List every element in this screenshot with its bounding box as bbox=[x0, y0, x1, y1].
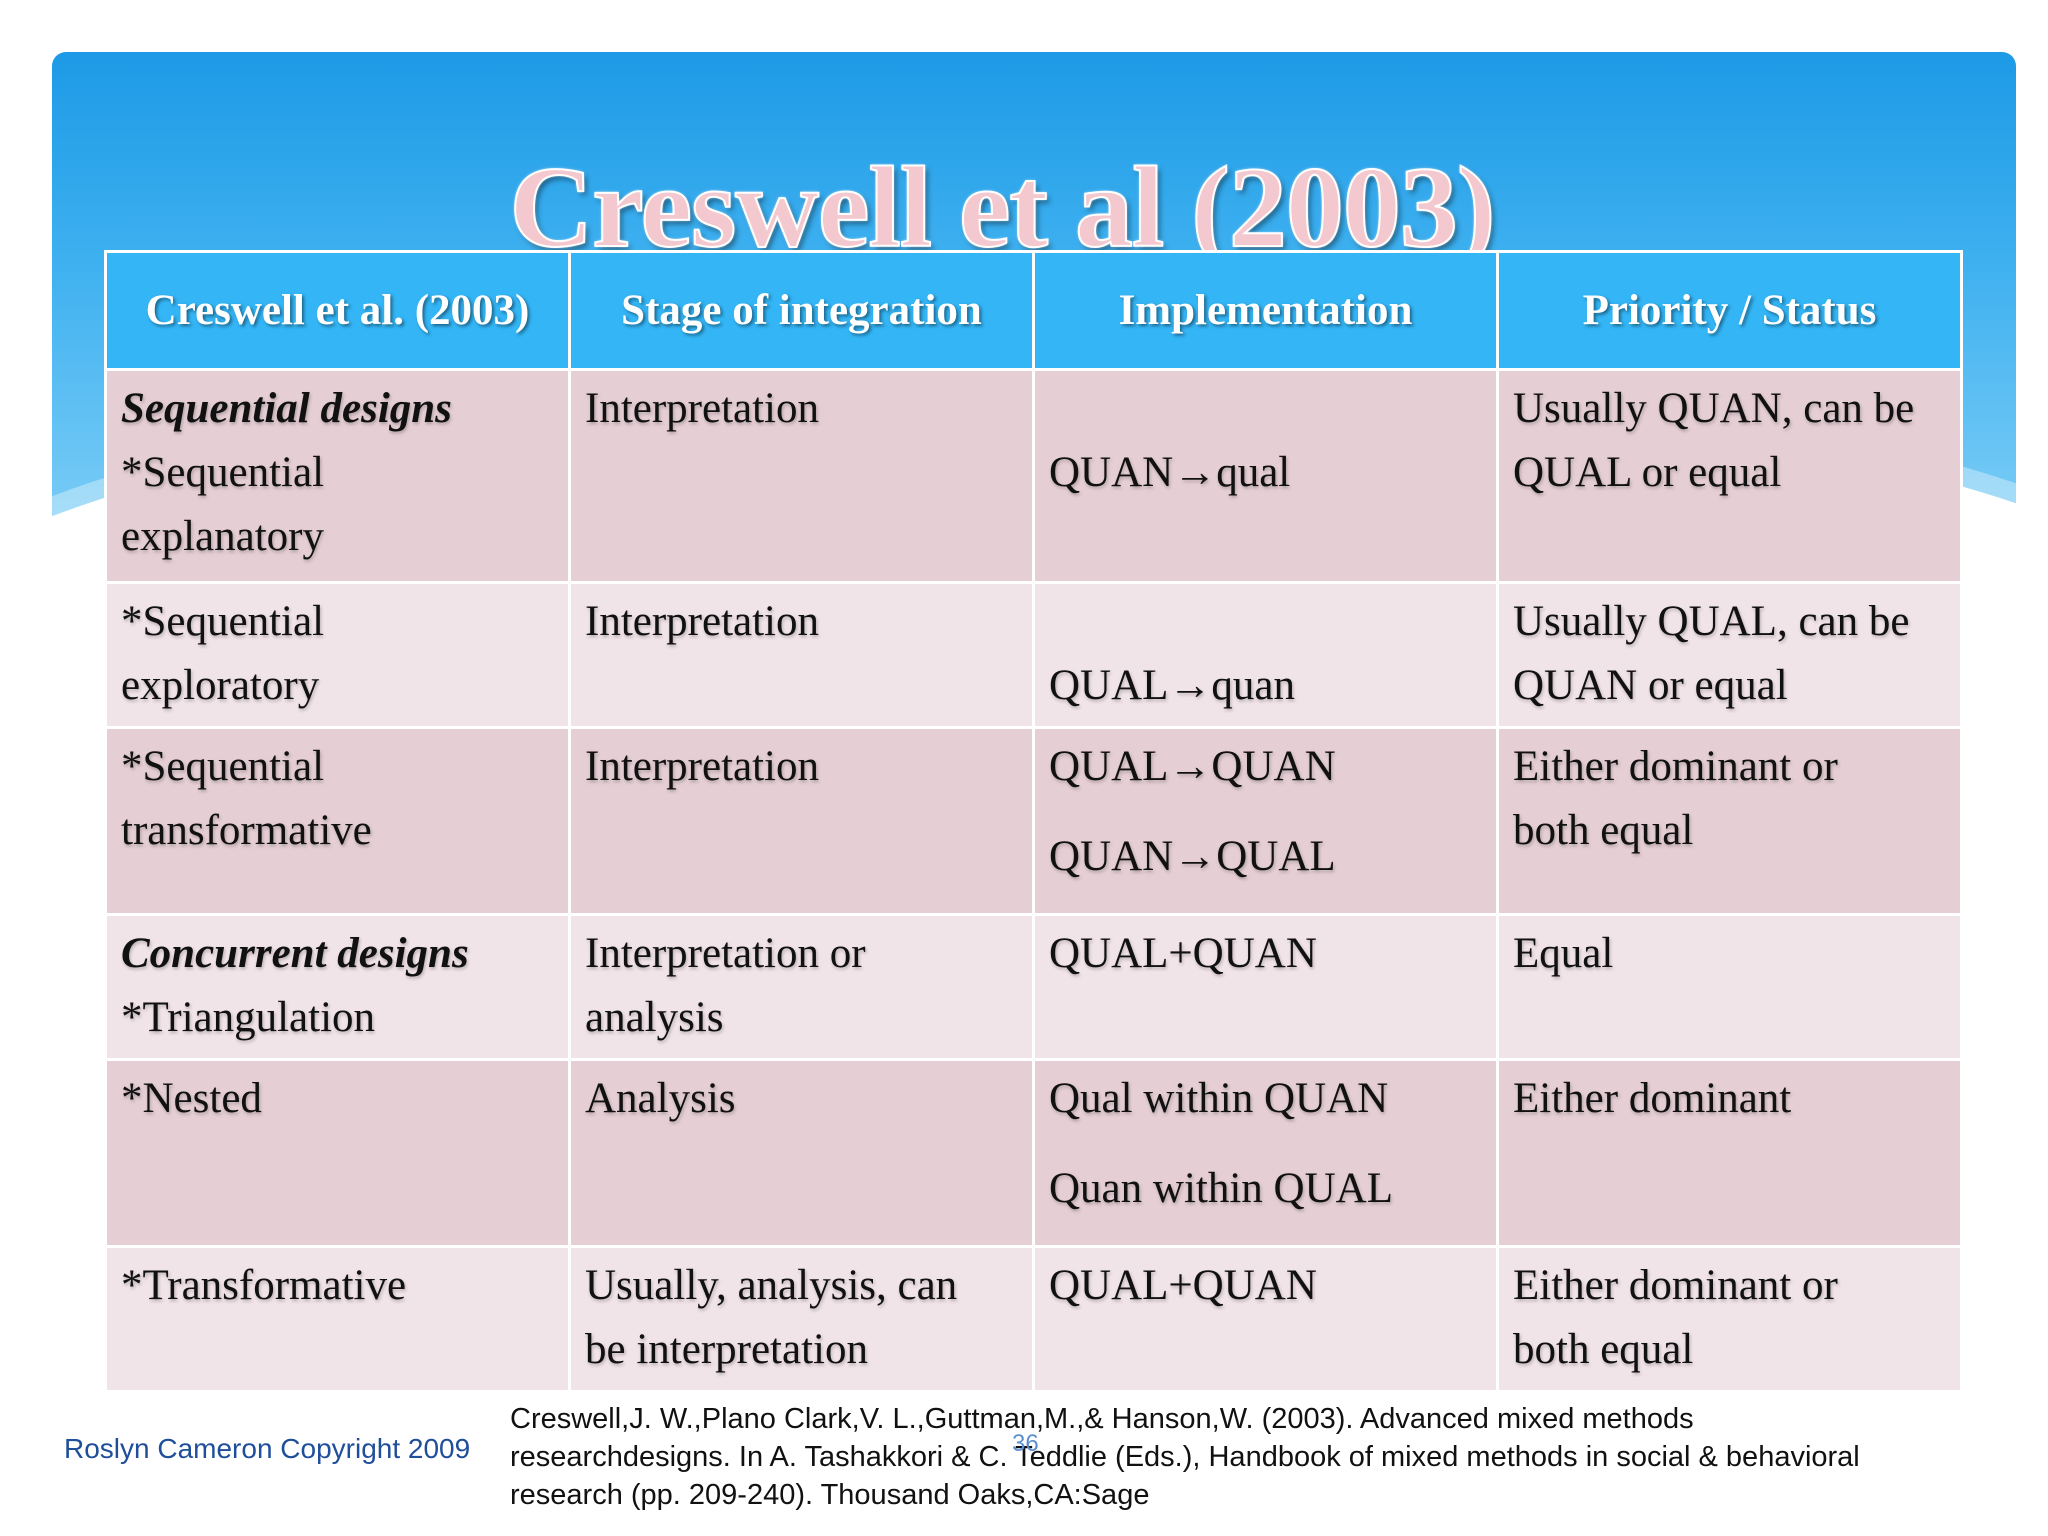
stage-line: Analysis bbox=[585, 1075, 736, 1122]
reference-citation: Creswell,J. W.,Plano Clark,V. L.,Guttman… bbox=[510, 1400, 2030, 1514]
cell-stage: Interpretation or analysis bbox=[568, 913, 1035, 1061]
stage-line: Interpretation or bbox=[585, 930, 866, 977]
cell-stage: Usually, analysis, can be interpretation bbox=[568, 1245, 1035, 1393]
implementation-line: QUAN→QUAL bbox=[1049, 833, 1336, 880]
design-line: transformative bbox=[121, 807, 372, 854]
stage-line: Usually, analysis, can bbox=[585, 1262, 958, 1309]
reference-line: research (pp. 209-240). Thousand Oaks,CA… bbox=[510, 1479, 1150, 1511]
design-line: *Nested bbox=[121, 1075, 262, 1122]
priority-line: both equal bbox=[1513, 807, 1694, 854]
cell-priority: Equal bbox=[1496, 913, 1963, 1061]
table-row: *Nested Analysis Qual within QUAN Quan w… bbox=[104, 1058, 1963, 1248]
priority-line: Either dominant or bbox=[1513, 1262, 1838, 1309]
priority-line: Either dominant bbox=[1513, 1075, 1792, 1122]
header-stage: Stage of integration bbox=[568, 250, 1035, 371]
implementation-line: Quan within QUAL bbox=[1049, 1165, 1393, 1212]
priority-line: Usually QUAL, can be bbox=[1513, 598, 1910, 645]
implementation-line: QUAN→qual bbox=[1049, 449, 1291, 496]
table-row: *Sequential exploratory Interpretation Q… bbox=[104, 581, 1963, 729]
cell-stage: Interpretation bbox=[568, 726, 1035, 916]
cell-priority: Either dominant or both equal bbox=[1496, 1245, 1963, 1393]
priority-line: Equal bbox=[1513, 930, 1614, 977]
cell-design: *Sequential exploratory bbox=[104, 581, 571, 729]
cell-implementation: QUAL+QUAN bbox=[1032, 1245, 1499, 1393]
comparison-table: Creswell et al. (2003) Stage of integrat… bbox=[104, 250, 1963, 1393]
cell-design: *Nested bbox=[104, 1058, 571, 1248]
implementation-line: QUAL→QUAN bbox=[1049, 743, 1336, 790]
header-priority: Priority / Status bbox=[1496, 250, 1963, 371]
design-group-label: Concurrent designs bbox=[121, 930, 469, 977]
cell-priority: Usually QUAN, can be QUAL or equal bbox=[1496, 368, 1963, 584]
cell-implementation: QUAL→quan bbox=[1032, 581, 1499, 729]
stage-line: analysis bbox=[585, 994, 724, 1041]
header-design: Creswell et al. (2003) bbox=[104, 250, 571, 371]
cell-implementation: QUAL→QUAN QUAN→QUAL bbox=[1032, 726, 1499, 916]
table-header-row: Creswell et al. (2003) Stage of integrat… bbox=[104, 250, 1963, 371]
design-line: *Sequential bbox=[121, 598, 325, 645]
table-row: Concurrent designs *Triangulation Interp… bbox=[104, 913, 1963, 1061]
table-row: *Transformative Usually, analysis, can b… bbox=[104, 1245, 1963, 1393]
priority-line: Either dominant or bbox=[1513, 743, 1838, 790]
stage-line: Interpretation bbox=[585, 598, 820, 645]
cell-stage: Interpretation bbox=[568, 581, 1035, 729]
cell-stage: Interpretation bbox=[568, 368, 1035, 584]
design-line: *Transformative bbox=[121, 1262, 407, 1309]
cell-stage: Analysis bbox=[568, 1058, 1035, 1248]
stage-line: be interpretation bbox=[585, 1326, 868, 1373]
priority-line: both equal bbox=[1513, 1326, 1694, 1373]
table-row: *Sequential transformative Interpretatio… bbox=[104, 726, 1963, 916]
cell-priority: Either dominant or both equal bbox=[1496, 726, 1963, 916]
reference-line: researchdesigns. In A. Tashakkori & C. T… bbox=[510, 1441, 1860, 1473]
reference-line: Creswell,J. W.,Plano Clark,V. L.,Guttman… bbox=[510, 1403, 1694, 1435]
design-line: *Sequential bbox=[121, 449, 325, 496]
cell-priority: Either dominant bbox=[1496, 1058, 1963, 1248]
priority-line: QUAN or equal bbox=[1513, 662, 1788, 709]
design-group-label: Sequential designs bbox=[121, 385, 452, 432]
design-line: *Sequential bbox=[121, 743, 325, 790]
stage-line: Interpretation bbox=[585, 743, 820, 790]
cell-design: Sequential designs *Sequential explanato… bbox=[104, 368, 571, 584]
implementation-line: QUAL+QUAN bbox=[1049, 930, 1317, 977]
design-line: exploratory bbox=[121, 662, 320, 709]
cell-implementation: QUAN→qual bbox=[1032, 368, 1499, 584]
copyright-notice: Roslyn Cameron Copyright 2009 bbox=[64, 1433, 471, 1464]
priority-line: Usually QUAN, can be bbox=[1513, 385, 1915, 432]
cell-design: *Transformative bbox=[104, 1245, 571, 1393]
cell-priority: Usually QUAL, can be QUAN or equal bbox=[1496, 581, 1963, 729]
implementation-line: QUAL+QUAN bbox=[1049, 1262, 1317, 1309]
cell-implementation: QUAL+QUAN bbox=[1032, 913, 1499, 1061]
implementation-line: Qual within QUAN bbox=[1049, 1075, 1389, 1122]
cell-design: Concurrent designs *Triangulation bbox=[104, 913, 571, 1061]
cell-design: *Sequential transformative bbox=[104, 726, 571, 916]
table-row: Sequential designs *Sequential explanato… bbox=[104, 368, 1963, 584]
priority-line: QUAL or equal bbox=[1513, 449, 1782, 496]
cell-implementation: Qual within QUAN Quan within QUAL bbox=[1032, 1058, 1499, 1248]
design-line: *Triangulation bbox=[121, 994, 376, 1041]
implementation-line: QUAL→quan bbox=[1049, 662, 1296, 709]
page-number: 36 bbox=[1012, 1430, 1039, 1457]
header-implementation: Implementation bbox=[1032, 250, 1499, 371]
design-line: explanatory bbox=[121, 513, 324, 560]
stage-line: Interpretation bbox=[585, 385, 820, 432]
